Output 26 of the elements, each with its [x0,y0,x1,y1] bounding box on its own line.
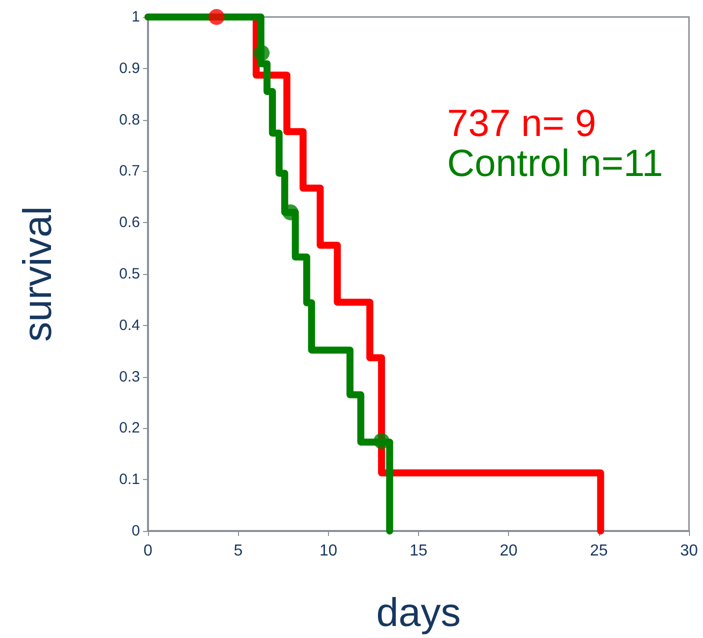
point [254,44,270,61]
y-tick-label: 0.5 [119,266,140,282]
y-tick-label: 0.2 [119,420,140,437]
x-tick-label: 20 [500,542,518,560]
y-tick-label: 0.3 [119,368,140,386]
point [208,9,225,25]
point [282,204,298,220]
x-tick-label: 0 [144,542,153,560]
y-tick-label: 1 [132,8,140,26]
point [374,433,390,450]
text: Control n=11 [447,143,663,185]
x-tick-label: 30 [680,542,698,560]
x-tick-label: 5 [234,542,243,560]
y-tick-label: 0 [132,522,140,540]
y-tick-label: 0.8 [119,111,140,128]
x-tick-label: 10 [319,542,338,560]
y-axis-title: survival [16,206,60,342]
text: 737 n= 9 [447,103,596,145]
y-tick-label: 0.7 [119,162,140,180]
y-tick-label: 0.1 [119,471,140,488]
y-tick-label: 0.6 [119,214,140,232]
y-tick-label: 0.9 [119,60,140,77]
y-tick-label: 0.4 [119,316,140,334]
x-tick-label: 25 [590,542,608,560]
x-tick-label: 15 [410,542,428,560]
x-axis-title: days [376,591,461,635]
